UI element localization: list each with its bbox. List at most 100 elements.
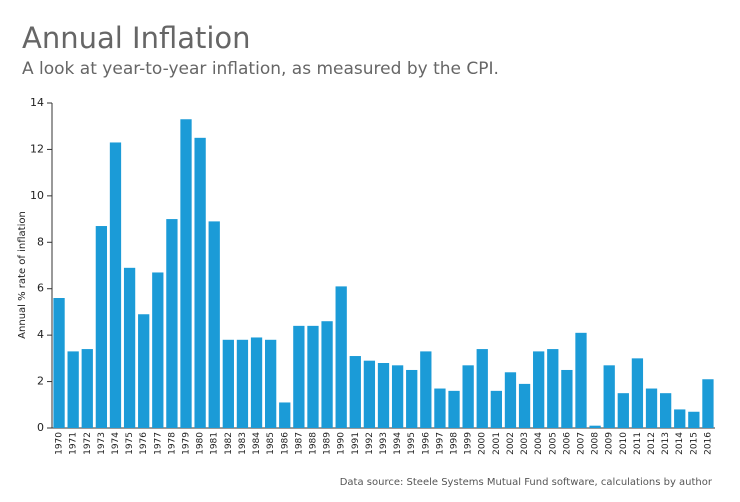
bar	[462, 365, 474, 428]
bar	[391, 365, 404, 428]
bar	[53, 298, 65, 428]
x-tick-label: 1992	[365, 432, 375, 455]
bar	[589, 425, 601, 428]
source-note: Data source: Steele Systems Mutual Fund …	[340, 477, 713, 488]
x-tick-label: 2013	[661, 432, 671, 455]
bar	[335, 286, 347, 428]
x-tick-label: 1971	[69, 432, 79, 455]
x-tick-label: 1978	[167, 432, 177, 455]
x-tick-label: 1977	[153, 432, 163, 455]
x-tick-label: 2012	[647, 432, 657, 455]
x-tick-label: 1976	[139, 432, 149, 455]
x-tick-label: 1991	[351, 432, 361, 455]
bar	[250, 337, 263, 428]
bar	[575, 332, 587, 428]
y-axis-label: Annual % rate of inflation	[17, 211, 28, 339]
x-tick-label: 1995	[407, 432, 417, 455]
x-tick-label: 2004	[534, 432, 544, 455]
x-tick-label: 2003	[520, 432, 530, 455]
x-tick-label: 2015	[689, 432, 699, 455]
x-tick-label: 1975	[125, 432, 135, 455]
x-tick-label: 2009	[605, 432, 615, 455]
chart-title: Annual Inflation	[22, 21, 251, 55]
x-tick-label: 2000	[478, 432, 488, 455]
bar	[152, 272, 164, 428]
bar	[279, 402, 291, 428]
y-tick-label: 12	[30, 142, 44, 155]
y-tick-label: 0	[37, 421, 44, 434]
y-tick-label: 8	[37, 235, 44, 248]
x-tick-label: 1998	[450, 432, 460, 455]
bar	[406, 369, 418, 428]
x-tick-label: 1983	[238, 432, 248, 455]
x-tick-label: 1993	[379, 432, 389, 455]
x-tick-label: 2014	[675, 432, 685, 455]
bar	[688, 411, 700, 428]
bar	[547, 349, 559, 428]
x-tick-label: 1972	[83, 432, 93, 455]
bar	[504, 372, 517, 428]
x-tick-label: 1984	[252, 432, 262, 455]
bar	[265, 339, 277, 428]
x-tick-label: 1988	[308, 432, 318, 455]
x-tick-label: 1987	[294, 432, 304, 455]
bar	[236, 339, 249, 428]
bar	[138, 314, 150, 428]
x-tick-label: 1990	[337, 432, 347, 455]
y-tick-label: 10	[30, 189, 44, 202]
bar	[420, 351, 432, 428]
x-tick-label: 1999	[464, 432, 474, 455]
bar	[631, 358, 644, 428]
x-tick-label: 2016	[703, 432, 713, 455]
bar	[208, 221, 220, 428]
bar	[490, 390, 502, 428]
bar	[67, 351, 79, 428]
x-tick-label: 1982	[224, 432, 234, 455]
bar	[476, 349, 488, 428]
y-tick-label: 4	[37, 328, 44, 341]
x-tick-label: 2010	[619, 432, 629, 455]
x-tick-label: 1989	[323, 432, 333, 455]
x-tick-label: 1996	[421, 432, 431, 455]
bar	[307, 325, 319, 428]
bar	[603, 365, 615, 428]
bar	[123, 267, 136, 428]
bar	[659, 393, 672, 428]
bar	[617, 393, 629, 428]
y-tick-label: 14	[30, 96, 44, 109]
bar	[349, 356, 361, 428]
bar	[166, 219, 178, 428]
x-tick-label: 2007	[576, 432, 586, 455]
bar	[222, 339, 234, 428]
bar	[448, 390, 460, 428]
bar	[702, 379, 714, 428]
bar	[180, 119, 192, 428]
x-tick-label: 2002	[506, 432, 516, 455]
bar	[363, 360, 376, 428]
bar	[95, 226, 108, 428]
bar	[194, 137, 206, 429]
y-tick-label: 2	[37, 375, 44, 388]
chart-subtitle: A look at year-to-year inflation, as mea…	[22, 59, 499, 79]
x-tick-label: 2006	[562, 432, 572, 455]
x-tick-label: 1980	[196, 432, 206, 455]
x-tick-label: 1979	[182, 432, 192, 455]
bar	[561, 369, 573, 428]
bar	[518, 383, 531, 428]
x-tick-label: 2005	[548, 432, 558, 455]
bar	[109, 142, 122, 428]
x-tick-label: 1994	[393, 432, 403, 455]
x-tick-label: 1974	[111, 432, 121, 455]
bar	[81, 349, 93, 428]
x-tick-label: 1970	[55, 432, 65, 455]
bar	[645, 388, 658, 428]
x-tick-label: 2011	[633, 432, 643, 455]
bar	[293, 325, 305, 428]
x-tick-label: 1985	[266, 432, 276, 455]
x-tick-label: 1981	[210, 432, 220, 455]
bar	[377, 363, 390, 428]
x-tick-label: 1973	[97, 432, 107, 455]
bar	[533, 351, 545, 428]
bar	[321, 321, 333, 428]
